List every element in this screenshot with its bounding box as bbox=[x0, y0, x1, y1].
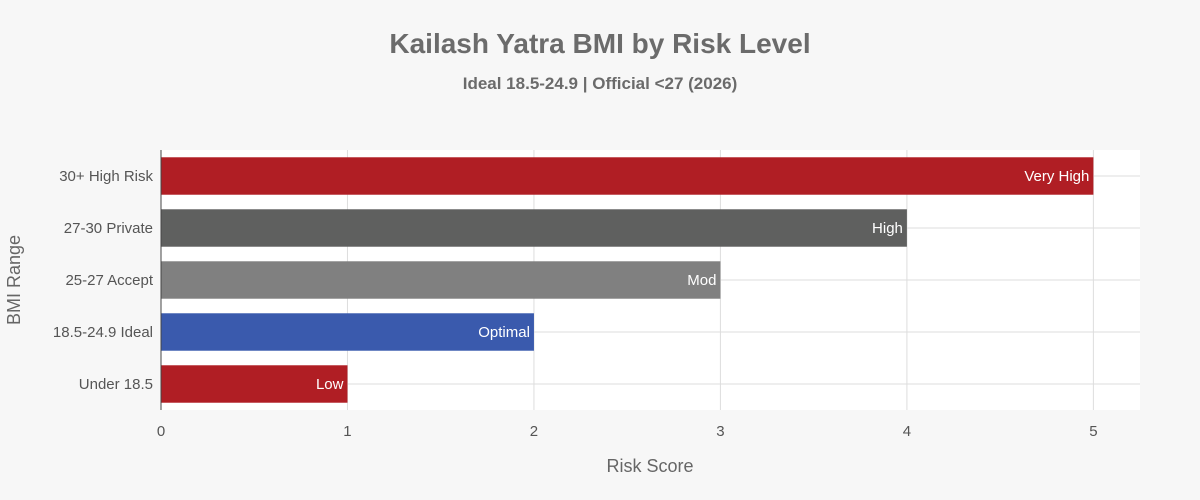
x-tick-label: 4 bbox=[903, 423, 911, 440]
bar-data-label: Low bbox=[316, 376, 344, 393]
tick-labels: 0 1 2 3 4 5 Under 18.5 18.5-24.9 Ideal 25-27 Acc… bbox=[53, 168, 1098, 440]
y-tick-label: 27-30 Private bbox=[64, 220, 153, 237]
bar-data-label: Optimal bbox=[478, 324, 530, 341]
y-tick-label: 18.5-24.9 Ideal bbox=[53, 324, 153, 341]
chart-subtitle: Ideal 18.5-24.9 | Official <27 (2026) bbox=[462, 74, 738, 93]
x-axis-title: Risk Score bbox=[606, 456, 693, 476]
bars: Low Optimal Mod High Very High bbox=[161, 157, 1094, 403]
bar-data-label: Mod bbox=[687, 272, 716, 289]
bar bbox=[161, 157, 1094, 195]
bar bbox=[161, 261, 721, 299]
y-axis-title: BMI Range bbox=[4, 235, 24, 325]
x-tick-label: 2 bbox=[530, 423, 538, 440]
x-tick-label: 1 bbox=[343, 423, 351, 440]
x-tick-label: 5 bbox=[1089, 423, 1097, 440]
x-tick-label: 0 bbox=[157, 423, 165, 440]
y-tick-label: 25-27 Accept bbox=[65, 272, 153, 289]
x-tick-label: 3 bbox=[716, 423, 724, 440]
bar-data-label: Very High bbox=[1024, 168, 1089, 185]
bar bbox=[161, 365, 348, 403]
y-tick-label: 30+ High Risk bbox=[59, 168, 153, 185]
chart-title: Kailash Yatra BMI by Risk Level bbox=[389, 28, 811, 59]
bar bbox=[161, 209, 907, 247]
y-tick-label: Under 18.5 bbox=[79, 376, 153, 393]
bar-data-label: High bbox=[872, 220, 903, 237]
bar bbox=[161, 313, 534, 351]
